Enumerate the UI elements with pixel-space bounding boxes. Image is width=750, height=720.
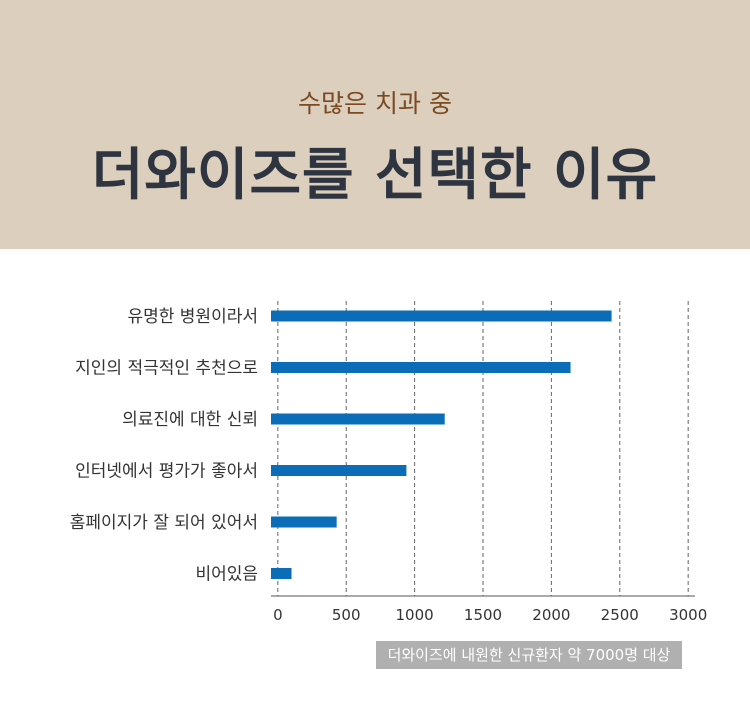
bar: [271, 310, 612, 322]
x-tick-label: 2500: [601, 606, 639, 624]
source-note: 더와이즈에 내원한 신규환자 약 7000명 대상: [376, 641, 682, 669]
category-label: 유명한 병원이라서: [127, 307, 258, 327]
category-label: 홈페이지가 잘 되어 있어서: [70, 513, 258, 533]
bar: [271, 413, 445, 425]
category-label: 인터넷에서 평가가 좋아서: [75, 462, 258, 482]
bar: [271, 465, 407, 476]
header-banner: 수많은 치과 중 더와이즈를 선택한 이유: [0, 0, 750, 249]
x-tick-label: 2000: [532, 606, 570, 624]
category-label: 비어있음: [195, 565, 258, 585]
x-tick-label: 500: [332, 606, 361, 624]
x-tick-label: 3000: [669, 606, 707, 624]
bar: [271, 568, 292, 579]
bar: [271, 516, 337, 528]
page-title: 더와이즈를 선택한 이유: [91, 143, 659, 208]
subtitle: 수많은 치과 중: [298, 89, 452, 118]
category-label: 의료진에 대한 신뢰: [122, 410, 258, 430]
x-tick-label: 1500: [464, 606, 502, 624]
x-tick-label: 0: [273, 606, 283, 624]
bar: [271, 362, 571, 373]
category-label: 지인의 적극적인 추천으로: [75, 359, 258, 379]
x-tick-label: 1000: [396, 606, 434, 624]
